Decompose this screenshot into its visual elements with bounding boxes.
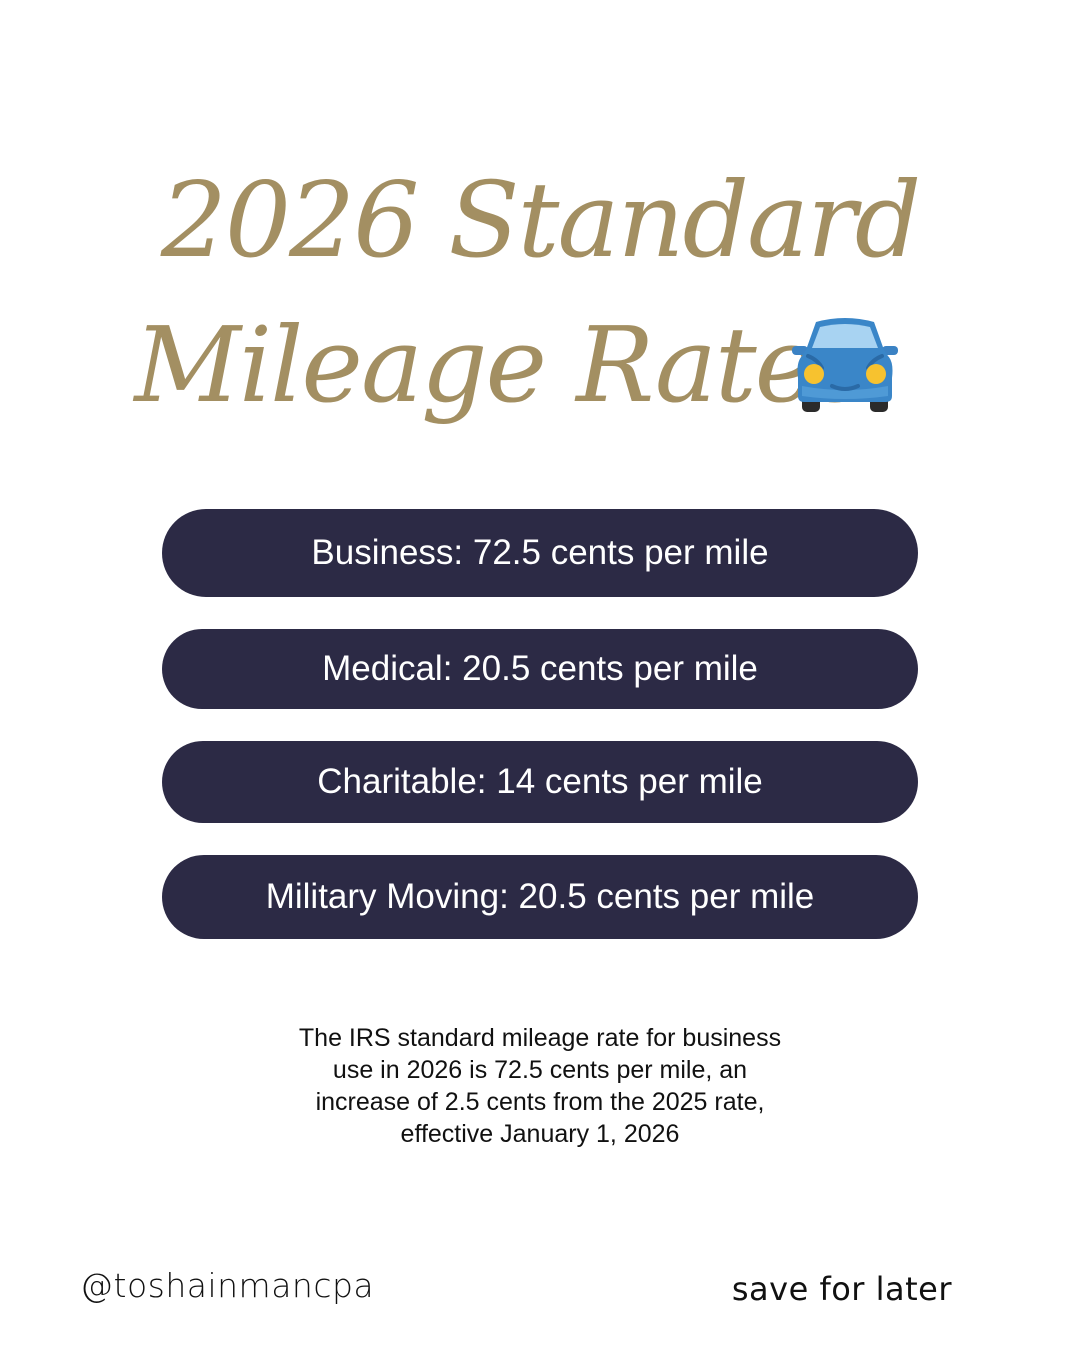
rate-pill-medical: Medical: 20.5 cents per mile [162,629,918,709]
note-line: The IRS standard mileage rate for busine… [298,1024,782,1052]
note-line: use in 2026 is 72.5 cents per mile, an [332,1056,748,1084]
car-icon [792,318,898,412]
save-for-later-text: save for later [731,1270,952,1308]
rate-label: Business: 72.5 cents per mile [311,533,769,572]
author-handle: @toshainmancpa [80,1266,375,1305]
rate-pill-business: Business: 72.5 cents per mile [162,509,918,597]
page-title-line-1: 2026 Standard [160,159,922,281]
rate-label: Medical: 20.5 cents per mile [322,649,758,688]
note-line: effective January 1, 2026 [400,1120,680,1148]
rate-pill-charitable: Charitable: 14 cents per mile [162,741,918,823]
page-title-line-2: Mileage Rates [134,304,867,426]
rate-pill-military-moving: Military Moving: 20.5 cents per mile [162,855,918,939]
rate-label: Military Moving: 20.5 cents per mile [265,877,815,916]
note-line: increase of 2.5 cents from the 2025 rate… [315,1088,765,1116]
rate-label: Charitable: 14 cents per mile [317,762,763,801]
explanatory-note: The IRS standard mileage rate for busine… [240,1022,840,1150]
